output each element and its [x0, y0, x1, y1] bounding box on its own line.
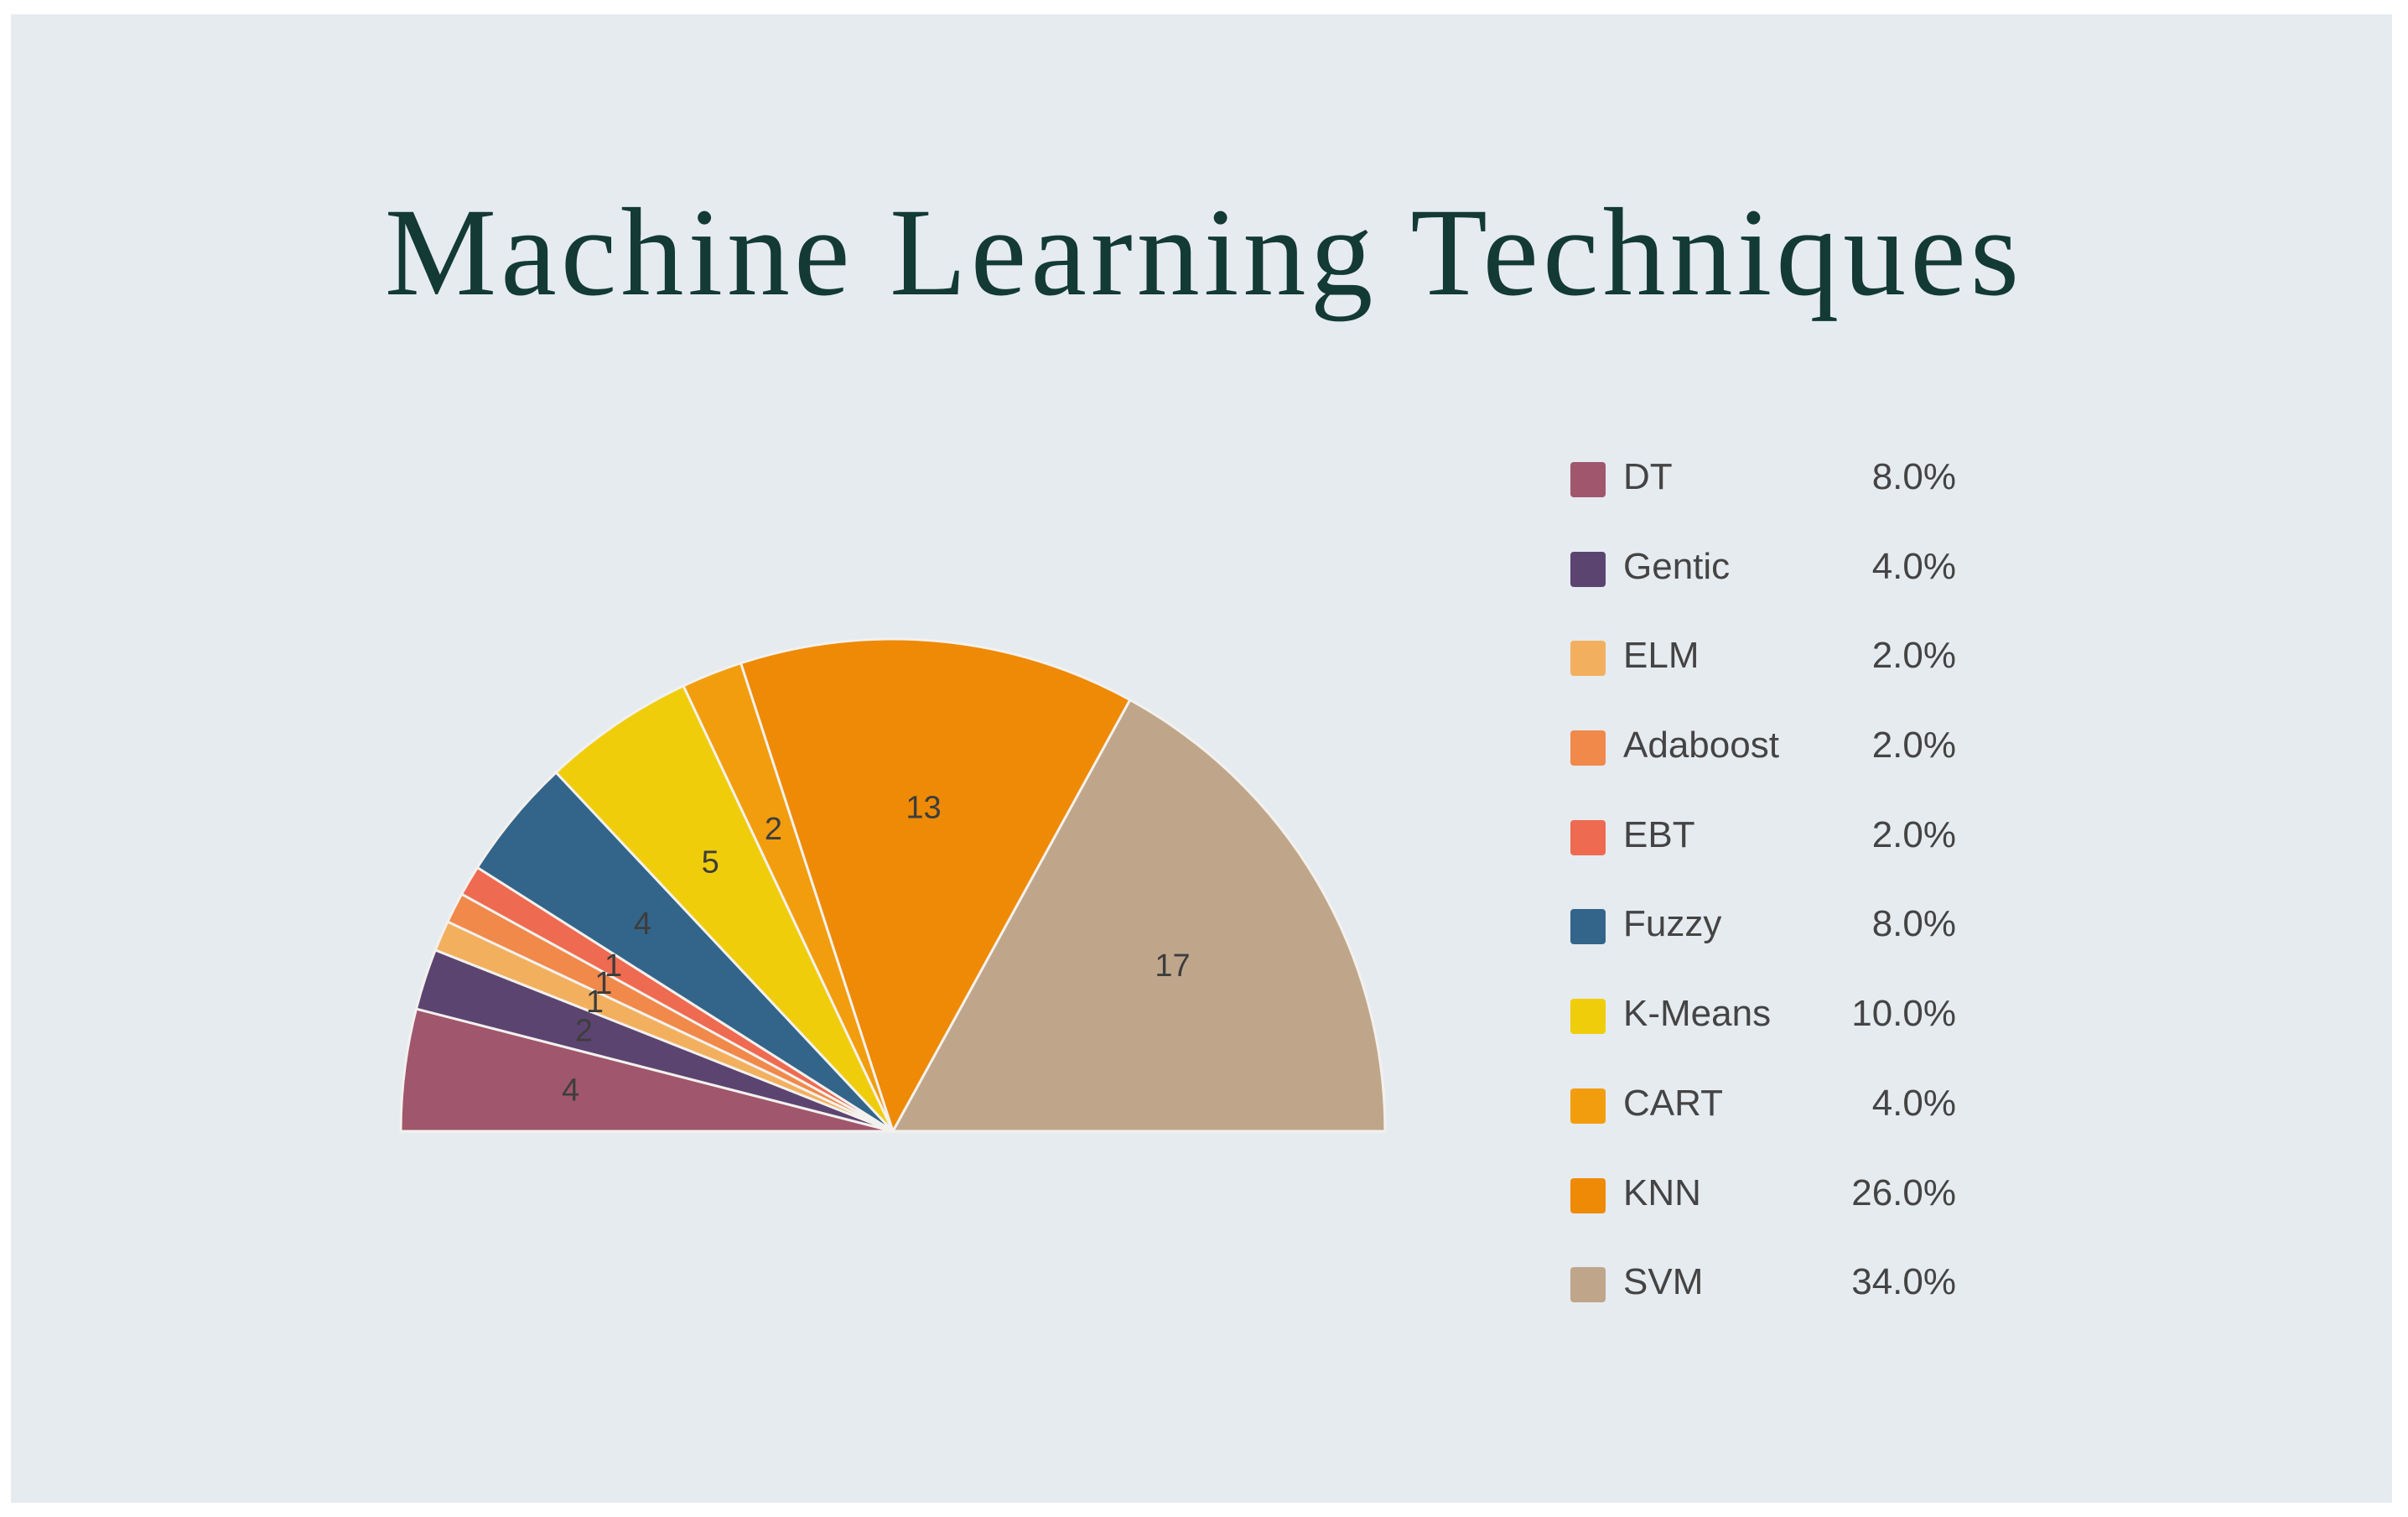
- legend-swatch: [1570, 999, 1606, 1035]
- legend-item-k-means: K-Means 10.0%: [1570, 984, 1956, 1074]
- legend-percent: 2.0%: [1871, 813, 1956, 855]
- legend-percent: 8.0%: [1871, 903, 1956, 945]
- legend-percent: 34.0%: [1851, 1261, 1956, 1303]
- legend-swatch: [1570, 819, 1606, 855]
- legend-item-svm: SVM 34.0%: [1570, 1253, 1956, 1343]
- slice-label-knn: 13: [906, 790, 941, 825]
- slice-label-ebt: 1: [605, 948, 622, 984]
- legend-label: SVM: [1623, 1261, 1704, 1303]
- legend-swatch: [1570, 1177, 1606, 1213]
- legend-label: K-Means: [1623, 993, 1772, 1035]
- legend-percent: 2.0%: [1871, 725, 1956, 766]
- slice-label-cart: 2: [765, 812, 782, 847]
- legend-percent: 4.0%: [1871, 545, 1956, 587]
- slice-label-fuzzy: 4: [634, 907, 651, 942]
- legend-swatch: [1570, 909, 1606, 945]
- pie-slice-k-means: [554, 683, 895, 1133]
- slice-label-elm: 1: [586, 984, 604, 1020]
- legend-percent: 8.0%: [1871, 456, 1956, 497]
- legend-item-cart: CART 4.0%: [1570, 1074, 1956, 1164]
- legend-label: Adaboost: [1623, 725, 1779, 766]
- legend-label: Fuzzy: [1623, 903, 1722, 945]
- legend-swatch: [1570, 462, 1606, 497]
- legend-percent: 26.0%: [1851, 1172, 1956, 1213]
- legend-swatch: [1570, 641, 1606, 677]
- pie-slice-knn: [739, 637, 1132, 1135]
- slice-label-gentic: 2: [575, 1013, 593, 1048]
- legend-item-fuzzy: Fuzzy 8.0%: [1570, 895, 1956, 984]
- legend-item-dt: DT 8.0%: [1570, 448, 1956, 538]
- legend-label: KNN: [1623, 1172, 1701, 1213]
- pie-slice-svm: [890, 698, 1387, 1133]
- legend: DT 8.0% Gentic 4.0% ELM 2.0% Adaboost 2.0% EBT 2.…: [1570, 448, 1956, 1343]
- legend-percent: 10.0%: [1851, 993, 1956, 1035]
- slice-label-k-means: 5: [702, 845, 719, 881]
- legend-swatch: [1570, 551, 1606, 587]
- slice-label-svm: 17: [1155, 948, 1190, 984]
- legend-item-gentic: Gentic 4.0%: [1570, 538, 1956, 627]
- legend-percent: 4.0%: [1871, 1082, 1956, 1124]
- legend-item-adaboost: Adaboost 2.0%: [1570, 716, 1956, 806]
- slice-label-adaboost: 1: [594, 966, 612, 1001]
- legend-label: DT: [1623, 456, 1673, 497]
- legend-label: Gentic: [1623, 545, 1731, 587]
- legend-percent: 2.0%: [1871, 635, 1956, 677]
- legend-label: ELM: [1623, 635, 1700, 677]
- legend-swatch: [1570, 1088, 1606, 1124]
- legend-item-ebt: EBT 2.0%: [1570, 806, 1956, 896]
- legend-label: EBT: [1623, 813, 1695, 855]
- legend-item-elm: ELM 2.0%: [1570, 626, 1956, 716]
- slice-label-dt: 4: [562, 1073, 579, 1108]
- legend-swatch: [1570, 730, 1606, 766]
- legend-item-knn: KNN 26.0%: [1570, 1164, 1956, 1254]
- legend-label: CART: [1623, 1082, 1723, 1124]
- legend-swatch: [1570, 1267, 1606, 1303]
- chart-title: Machine Learning Techniques: [384, 183, 2024, 322]
